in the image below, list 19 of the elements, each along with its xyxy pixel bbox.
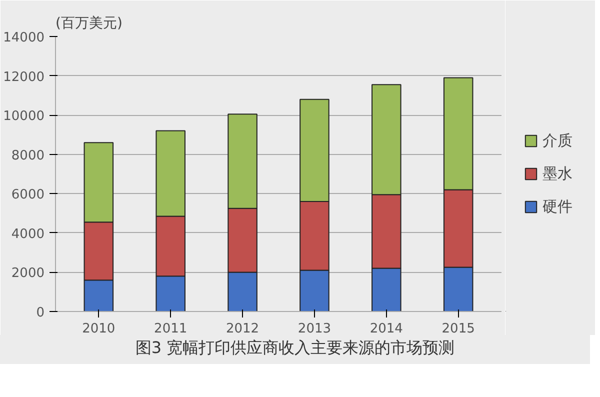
x-tick-label: 2010: [82, 322, 116, 336]
y-tick-label: 4000: [11, 226, 45, 242]
y-tick-label: 0: [36, 306, 45, 320]
x-tick-label: 2014: [370, 322, 403, 336]
text: 图3 宽幅打印供应商收入主要来源的市场预测: [135, 337, 455, 359]
x-tick-label: 2011: [154, 322, 188, 336]
legend-label: 硬件: [542, 197, 572, 216]
legend-label: 墨水: [542, 164, 572, 183]
y-tick-label: 8000: [11, 148, 45, 164]
x-tick-label: 2013: [298, 322, 332, 336]
legend-label: 介质: [542, 131, 572, 150]
x-tick-label: 2012: [226, 322, 260, 336]
y-tick-label: 6000: [11, 188, 45, 203]
x-tick-label: 2015: [442, 322, 475, 336]
y-tick-label: 2000: [11, 266, 45, 282]
y-tick-label: 12000: [3, 70, 45, 85]
y-tick-label: 10000: [3, 109, 45, 124]
y-tick-label: 14000: [3, 30, 45, 46]
y-axis-title: (百万美元): [56, 16, 122, 32]
